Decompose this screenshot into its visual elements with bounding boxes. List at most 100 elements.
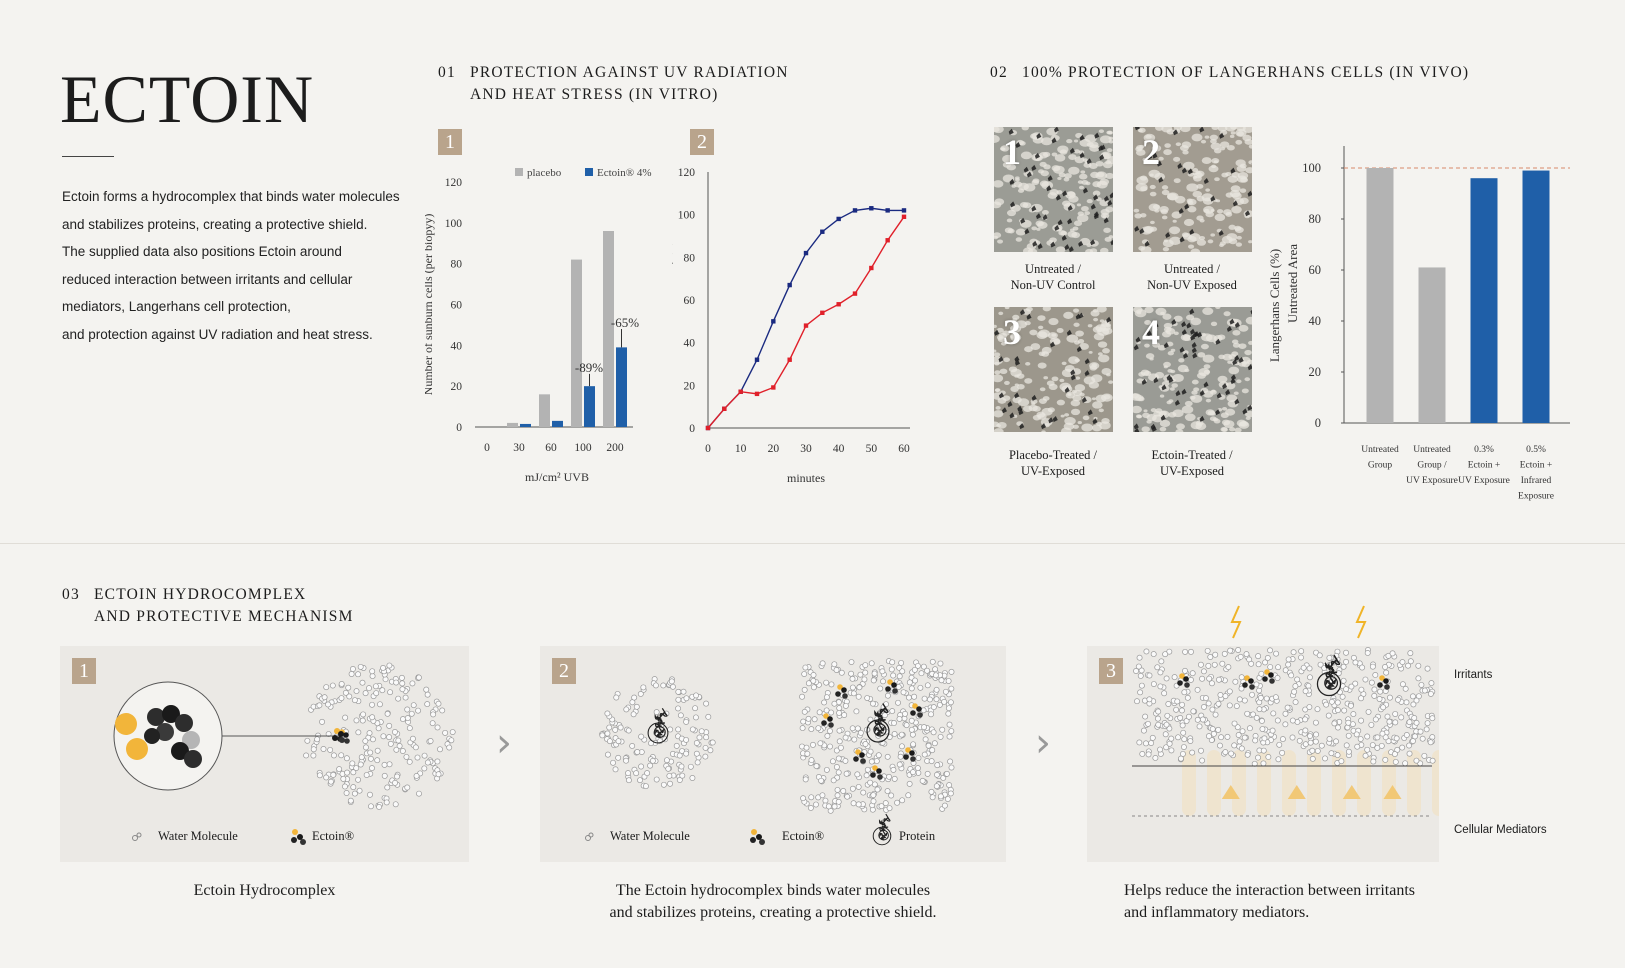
- dark-cell: [1156, 160, 1162, 167]
- photo-caption-2: Untreated / Non-UV Exposed: [1112, 261, 1272, 293]
- water-molecule: [625, 727, 632, 734]
- cell: [1150, 408, 1157, 413]
- water-molecule: [948, 685, 955, 692]
- water-molecule: [325, 701, 331, 708]
- water-molecule: [689, 726, 696, 733]
- water-molecule: [1353, 731, 1360, 738]
- water-molecule: [854, 771, 861, 778]
- water-molecule: [392, 729, 398, 735]
- protein-strand: [1325, 654, 1341, 689]
- ectoin-atom: [909, 750, 915, 756]
- data-point-red: [901, 214, 907, 219]
- water-molecule: [835, 769, 842, 776]
- cell: [1104, 236, 1112, 242]
- legend-swatch-placebo: [515, 168, 523, 176]
- cell: [1140, 246, 1152, 252]
- mediator-cell: [1357, 750, 1371, 816]
- cell: [1244, 349, 1252, 356]
- water-molecule: [1235, 647, 1242, 653]
- dark-cell: [1066, 329, 1072, 336]
- cell: [1105, 323, 1112, 328]
- water-molecule: [667, 780, 674, 787]
- caption-line: UV-Exposed: [1020, 464, 1086, 478]
- water-molecule: [1212, 651, 1219, 658]
- water-molecule: [357, 663, 364, 670]
- water-molecule: [890, 766, 897, 773]
- water-molecule: [1362, 752, 1369, 759]
- water-molecule: [890, 672, 897, 679]
- dark-cell: [1144, 240, 1150, 247]
- cell: [1102, 215, 1107, 218]
- water-molecule: [1168, 747, 1175, 754]
- water-molecule: [1347, 702, 1354, 709]
- ectoin-atom: [1383, 678, 1389, 684]
- water-molecule: [867, 748, 874, 755]
- cell: [1073, 220, 1083, 227]
- cell: [1074, 384, 1086, 392]
- cell: [1014, 383, 1020, 387]
- section-title-line1: 100% PROTECTION OF LANGERHANS CELLS (IN …: [1022, 64, 1470, 81]
- water-molecule: [679, 748, 685, 754]
- intro-line: The supplied data also positions Ectoin …: [62, 244, 342, 259]
- water-molecule: [429, 720, 436, 727]
- caption-line: UV-Exposed: [1159, 464, 1225, 478]
- water-molecule: [377, 701, 383, 708]
- water-molecule: [896, 761, 903, 768]
- water-molecule: [849, 785, 856, 792]
- cell: [1101, 368, 1112, 375]
- cell: [1072, 226, 1079, 231]
- ectoin-atom: [891, 682, 897, 688]
- water-molecule: [1365, 708, 1372, 715]
- cell: [1056, 399, 1065, 406]
- water-molecule: [836, 738, 843, 745]
- water-molecule: [679, 772, 686, 779]
- cell: [1210, 138, 1217, 144]
- skin-photo-1: 1: [994, 127, 1113, 252]
- water-molecule: [1282, 710, 1289, 717]
- cell: [1096, 307, 1107, 313]
- cell: [994, 428, 1004, 432]
- water-molecule: [427, 738, 434, 744]
- section-03-heading: 03 ECTOIN HYDROCOMPLEX AND PROTECTIVE MEC…: [62, 584, 354, 628]
- water-molecule: [1179, 707, 1185, 714]
- dark-cell: [1189, 228, 1195, 235]
- ectoin-atom: [905, 747, 911, 753]
- cell: [1239, 197, 1249, 205]
- water-molecule: [1205, 662, 1212, 669]
- water-molecule: [1352, 680, 1359, 687]
- water-molecule: [1196, 723, 1203, 730]
- cell: [1231, 206, 1242, 214]
- water-molecule: [409, 680, 416, 687]
- water-molecule: [922, 736, 929, 743]
- cell: [994, 198, 1005, 206]
- cell: [1055, 246, 1066, 252]
- water-molecule: [705, 713, 712, 720]
- cell: [1162, 239, 1174, 248]
- dark-cell: [1041, 423, 1047, 430]
- dark-cell: [1070, 374, 1076, 381]
- water-molecule: [1383, 669, 1390, 676]
- water-molecule: [945, 710, 952, 717]
- water-molecule: [338, 695, 345, 702]
- water-molecule: [1146, 696, 1153, 703]
- ectoin-mini-icon: [332, 728, 345, 743]
- water-molecule: [1415, 662, 1422, 669]
- dark-cell: [1230, 167, 1236, 174]
- water-molecule: [908, 685, 915, 692]
- water-molecule: [1262, 659, 1269, 666]
- water-molecule: [1182, 667, 1188, 674]
- water-molecule: [1382, 664, 1389, 670]
- cell: [1037, 362, 1047, 369]
- water-molecule: [924, 667, 931, 674]
- cell: [1149, 191, 1157, 197]
- protein-icon: [866, 703, 890, 743]
- water-molecule: [808, 726, 815, 733]
- water-molecule: [1368, 721, 1375, 728]
- water-molecule: [359, 679, 366, 686]
- water-molecule: [912, 677, 919, 684]
- water-molecule: [410, 702, 417, 709]
- water-molecule: [1136, 739, 1143, 746]
- cell: [1192, 175, 1198, 179]
- mediator-cell: [1207, 750, 1221, 816]
- cell: [1068, 356, 1080, 365]
